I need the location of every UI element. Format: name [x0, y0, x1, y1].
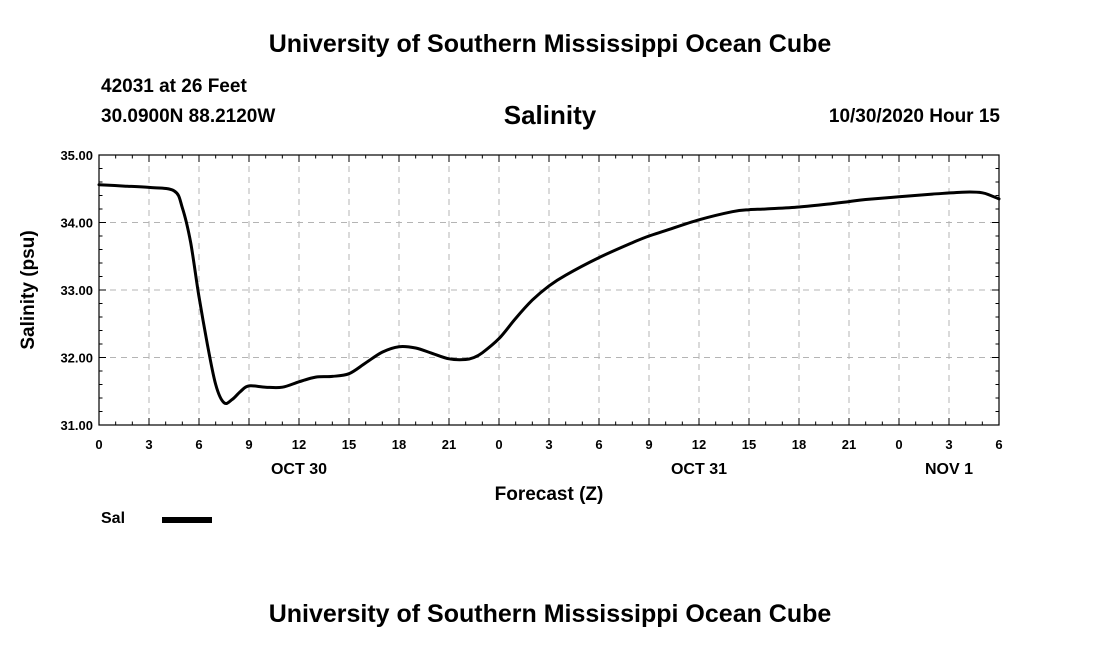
x-tick-label: 21 — [442, 437, 456, 452]
day-label: NOV 1 — [925, 461, 973, 478]
x-tick-label: 3 — [945, 437, 952, 452]
y-tick-label: 34.00 — [60, 216, 93, 231]
x-tick-label: 3 — [545, 437, 552, 452]
x-tick-label: 6 — [995, 437, 1002, 452]
chart-title: Salinity — [503, 100, 597, 130]
x-tick-label: 0 — [895, 437, 902, 452]
x-tick-label: 15 — [742, 437, 756, 452]
page-title-bottom: University of Southern Mississippi Ocean… — [268, 600, 832, 628]
y-tick-label: 31.00 — [60, 418, 93, 433]
x-tick-label: 12 — [292, 437, 306, 452]
x-tick-label: 0 — [495, 437, 502, 452]
y-axis-title: Salinity (psu) — [18, 230, 39, 349]
coordinates-label: 30.0900N 88.2120W — [101, 106, 276, 127]
x-tick-label: 18 — [392, 437, 406, 452]
x-tick-label: 6 — [195, 437, 202, 452]
x-tick-label: 9 — [645, 437, 652, 452]
station-label: 42031 at 26 Feet — [101, 76, 247, 97]
salinity-series-line — [97, 183, 1001, 405]
x-tick-label: 21 — [842, 437, 856, 452]
x-tick-label: 15 — [342, 437, 356, 452]
y-tick-label: 33.00 — [60, 283, 93, 298]
x-tick-label: 12 — [692, 437, 706, 452]
legend-label: Sal — [101, 510, 126, 527]
y-tick-label: 32.00 — [60, 351, 93, 366]
legend-swatch — [162, 517, 212, 523]
x-tick-label: 18 — [792, 437, 806, 452]
y-tick-label: 35.00 — [60, 148, 93, 163]
day-label: OCT 30 — [271, 461, 327, 478]
x-tick-label: 3 — [145, 437, 152, 452]
issue-time-label: 10/30/2020 Hour 15 — [828, 106, 1000, 127]
x-tick-label: 0 — [95, 437, 102, 452]
x-tick-label: 6 — [595, 437, 602, 452]
day-label: OCT 31 — [671, 461, 727, 478]
x-axis-title: Forecast (Z) — [495, 484, 604, 505]
x-tick-label: 9 — [245, 437, 252, 452]
page-title-top: University of Southern Mississippi Ocean… — [268, 30, 832, 58]
